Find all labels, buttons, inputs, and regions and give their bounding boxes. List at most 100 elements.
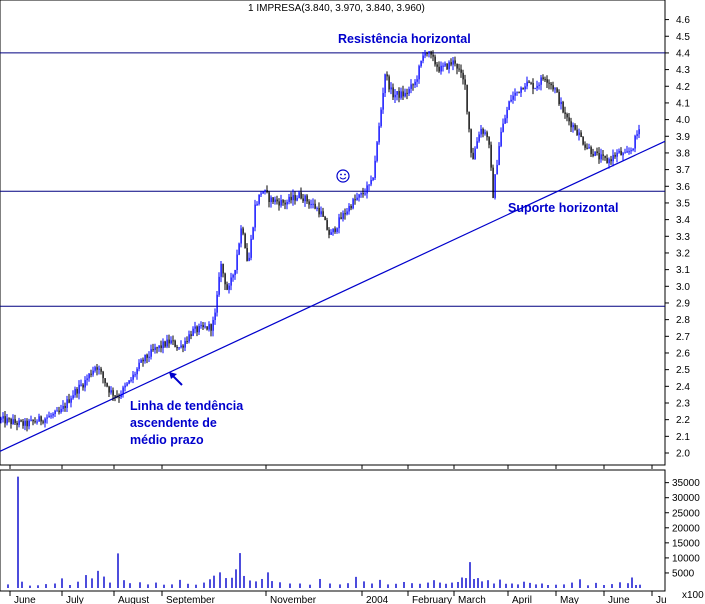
price-candle-body	[438, 66, 440, 72]
x-tick-label: April	[512, 595, 532, 604]
price-candle-body	[348, 206, 350, 212]
y-tick-label: 2.0	[676, 449, 690, 460]
price-candle-body	[86, 378, 88, 381]
y-tick-label: 3.0	[676, 282, 690, 293]
price-candle-body	[92, 370, 94, 375]
price-candle-body	[558, 91, 560, 105]
price-candle-body	[428, 51, 430, 54]
price-candle-body	[8, 418, 10, 420]
price-candle-body	[344, 213, 346, 215]
price-candle-body	[38, 416, 40, 422]
price-candle-body	[378, 126, 380, 143]
y-tick-label: 4.1	[676, 98, 690, 109]
volume-tick-label: 5000	[672, 568, 695, 579]
price-candle-body	[54, 410, 56, 414]
price-candle-body	[634, 135, 636, 149]
price-candle-body	[28, 420, 30, 427]
price-candle-body	[424, 53, 426, 56]
y-tick-label: 3.5	[676, 198, 690, 209]
price-candle-body	[292, 195, 294, 201]
price-candle-body	[616, 152, 618, 157]
price-candle-body	[406, 92, 408, 94]
price-candle-body	[294, 195, 296, 201]
tick-layer: 4.6 4.5 4.4 4.3 4.2 4.1 4.0 3.9 3.8 3.7 3.6 3.5 3.4 3…	[9, 15, 704, 604]
price-candle-body	[566, 113, 568, 118]
trend-line	[0, 140, 666, 452]
price-candle-body	[416, 79, 418, 82]
price-candle-body	[124, 385, 126, 388]
price-candle-body	[366, 185, 368, 194]
volume-series	[7, 476, 641, 588]
price-candle-body	[500, 131, 502, 147]
price-candle-body	[268, 192, 270, 203]
price-candle-body	[368, 184, 370, 186]
price-candle-body	[520, 87, 522, 93]
price-candle-body	[284, 202, 286, 205]
price-candle-body	[274, 199, 276, 202]
volume-tick-label: 15000	[672, 538, 700, 549]
price-candle-body	[550, 83, 552, 86]
price-candle-body	[436, 64, 438, 67]
price-candle-body	[120, 394, 122, 398]
price-candle-body	[360, 193, 362, 195]
line-layer	[0, 52, 666, 452]
price-candle-body	[440, 65, 442, 72]
volume-tick-label: 30000	[672, 493, 700, 504]
price-candle-body	[514, 92, 516, 96]
price-candle-body	[34, 421, 36, 423]
price-candle-body	[422, 55, 424, 61]
price-candle-body	[320, 211, 322, 215]
price-candle-body	[42, 421, 44, 423]
volume-tick-label: 20000	[672, 523, 700, 534]
price-candle-body	[226, 284, 228, 290]
price-candle-body	[414, 81, 416, 86]
price-candle-body	[482, 128, 484, 134]
price-candle-body	[32, 419, 34, 422]
price-candle-body	[578, 132, 580, 136]
price-candle-body	[306, 195, 308, 202]
price-candle-body	[524, 86, 526, 90]
y-tick-label: 4.6	[676, 15, 690, 26]
price-candle-body	[164, 341, 166, 347]
y-tick-label: 3.8	[676, 148, 690, 159]
price-candle-body	[556, 88, 558, 92]
price-candle-body	[456, 63, 458, 69]
y-tick-label: 4.2	[676, 82, 690, 93]
price-candle-body	[592, 153, 594, 156]
price-candle-body	[486, 132, 488, 138]
price-candle-body	[30, 419, 32, 421]
price-candle-body	[88, 373, 90, 379]
price-candle-body	[602, 154, 604, 156]
price-candle-body	[504, 118, 506, 124]
price-candle-body	[538, 84, 540, 86]
price-candle-body	[544, 79, 546, 81]
price-candle-body	[52, 413, 54, 416]
y-tick-label: 2.7	[676, 332, 690, 343]
price-candle-body	[458, 68, 460, 70]
price-candle-body	[516, 91, 518, 93]
trendline-label-line3: médio prazo	[130, 433, 204, 447]
price-candle-body	[254, 204, 256, 228]
price-candle-body	[552, 85, 554, 90]
price-candle-body	[232, 274, 234, 278]
price-candle-body	[620, 150, 622, 156]
y-tick-label: 4.0	[676, 115, 690, 126]
price-candle-body	[374, 160, 376, 178]
y-tick-label: 4.3	[676, 65, 690, 76]
price-candle-body	[174, 340, 176, 347]
price-candle-body	[290, 196, 292, 201]
x-tick-label: March	[458, 595, 486, 604]
price-candle-body	[118, 396, 120, 398]
price-candle-body	[186, 341, 188, 343]
price-series	[0, 49, 640, 432]
price-candle-body	[510, 99, 512, 102]
price-candle-body	[606, 157, 608, 164]
price-candle-body	[198, 325, 200, 333]
y-tick-label: 2.9	[676, 298, 690, 309]
price-candle-body	[156, 347, 158, 349]
price-candle-body	[308, 201, 310, 205]
x-tick-label: July	[66, 595, 84, 604]
price-candle-body	[372, 177, 374, 180]
price-candle-body	[310, 203, 312, 205]
